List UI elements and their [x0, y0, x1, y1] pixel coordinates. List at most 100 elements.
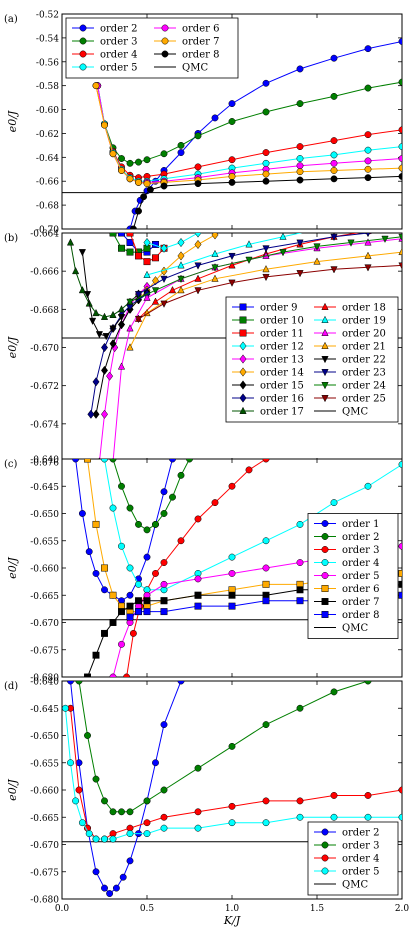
- data-point: [364, 45, 372, 53]
- data-point: [330, 688, 338, 696]
- data-point: [126, 613, 134, 621]
- legend-label: order 20: [342, 329, 386, 340]
- data-point: [135, 252, 142, 260]
- legend-label: order 8: [342, 610, 379, 621]
- data-point: [152, 759, 159, 767]
- data-point: [296, 520, 304, 528]
- data-point: [364, 84, 372, 92]
- legend-marker: [321, 356, 329, 364]
- data-point: [262, 177, 270, 185]
- legend-label: order 7: [342, 597, 379, 608]
- data-point: [194, 262, 202, 270]
- data-point: [330, 54, 338, 62]
- data-point: [279, 233, 287, 240]
- legend-label: order 6: [342, 584, 379, 595]
- data-point: [194, 233, 202, 238]
- y-tick-label: -0.668: [30, 306, 59, 316]
- series-order-8: [129, 172, 402, 229]
- y-tick-label: -0.660: [30, 565, 59, 575]
- legend-entry: order 1: [314, 519, 379, 530]
- data-point: [160, 824, 168, 832]
- data-point: [109, 591, 117, 599]
- data-point: [84, 673, 91, 677]
- data-point: [123, 673, 131, 677]
- legend-label: order 19: [342, 316, 386, 327]
- data-point: [126, 159, 134, 167]
- data-point: [140, 193, 148, 201]
- data-point: [296, 176, 304, 184]
- legend-entry: order 3: [314, 545, 379, 556]
- data-point: [330, 137, 338, 145]
- legend-label: order 9: [260, 303, 297, 314]
- data-point: [160, 813, 168, 821]
- data-point: [262, 564, 270, 572]
- series-order-25: [134, 262, 402, 324]
- y-tick-label: -0.64: [36, 154, 59, 164]
- chart-panel-4: -0.680 -0.675 -0.670 -0.665 -0.660 -0.655 -0.6…: [4, 678, 403, 906]
- legend-label: order 12: [260, 342, 304, 353]
- y-tick-label: -0.665: [30, 592, 59, 602]
- data-point: [398, 786, 402, 794]
- data-point: [126, 602, 134, 610]
- data-point: [87, 409, 95, 419]
- legend-entry: order 8: [154, 50, 219, 61]
- data-point: [364, 264, 372, 272]
- data-point: [228, 802, 236, 810]
- data-point: [78, 285, 87, 294]
- data-point: [398, 570, 402, 577]
- y-tick-label: -0.676: [30, 459, 59, 469]
- data-point: [245, 240, 253, 248]
- data-point: [119, 873, 127, 881]
- data-point: [160, 300, 168, 308]
- data-point: [186, 459, 193, 463]
- series-order-12: [143, 233, 202, 253]
- data-point: [78, 249, 87, 257]
- data-point: [135, 207, 142, 215]
- data-point: [62, 704, 69, 712]
- data-point: [118, 808, 125, 816]
- data-point: [194, 163, 202, 171]
- data-point: [143, 553, 151, 561]
- chart-panel-3: -0.680 -0.675 -0.670 -0.665 -0.660 -0.655 -0.6…: [4, 456, 403, 684]
- legend-label: order 3: [342, 841, 379, 852]
- data-point: [160, 243, 168, 253]
- series-order-7: [92, 82, 402, 188]
- data-point: [364, 131, 372, 139]
- series-order-21: [126, 247, 402, 351]
- data-point: [78, 819, 86, 827]
- legend-marker: [161, 24, 169, 32]
- legend-entry: order 5: [314, 571, 379, 582]
- legend-marker: [321, 328, 329, 336]
- y-tick-label: -0.675: [30, 868, 59, 878]
- data-point: [78, 510, 86, 517]
- data-point: [109, 150, 117, 158]
- data-point: [95, 331, 104, 339]
- data-point: [160, 510, 168, 517]
- legend-marker: [79, 63, 87, 71]
- y-tick-label: -0.655: [30, 537, 59, 547]
- data-point: [211, 499, 219, 507]
- data-point: [143, 258, 151, 266]
- data-point: [160, 608, 168, 616]
- legend-entry: order 19: [314, 316, 386, 327]
- series-order-4: [101, 459, 402, 594]
- data-point: [194, 274, 202, 282]
- data-point: [129, 629, 137, 637]
- data-point: [296, 586, 304, 594]
- data-point: [101, 797, 108, 805]
- legend: order 2 order 3 order 4 order 5 QMC: [307, 821, 399, 896]
- data-point: [100, 365, 109, 376]
- y-tick-label: -0.68: [36, 202, 59, 212]
- legend-marker: [321, 559, 329, 566]
- legend-label: order 25: [342, 394, 386, 405]
- y-tick-label: -0.680: [30, 674, 59, 684]
- data-point: [152, 254, 159, 262]
- data-point: [160, 786, 168, 794]
- chart-panel-1: -0.70 -0.68 -0.66 -0.64 -0.62 -0.60 -0.58 -0.56…: [4, 11, 403, 236]
- x-axis-label: K/J: [223, 914, 241, 927]
- legend-label: order 24: [342, 381, 386, 392]
- legend-marker: [239, 341, 247, 351]
- data-point: [118, 608, 125, 616]
- data-point: [194, 287, 202, 295]
- legend-label: order 13: [260, 355, 304, 366]
